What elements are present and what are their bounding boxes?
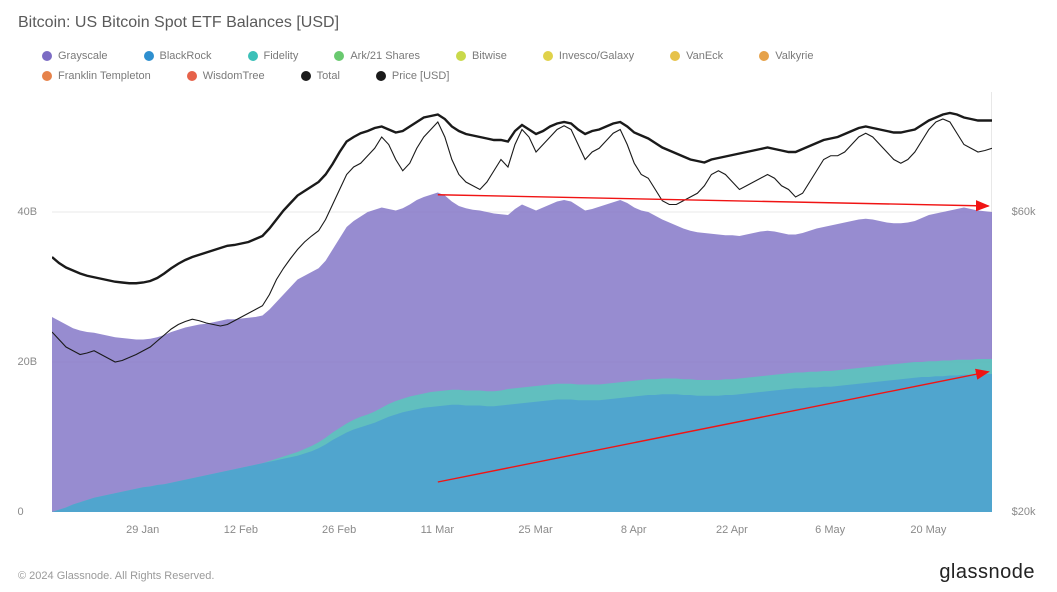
legend-label: Fidelity	[264, 46, 299, 66]
legend-item[interactable]: Fidelity	[248, 46, 299, 66]
legend-label: Invesco/Galaxy	[559, 46, 634, 66]
legend-label: Ark/21 Shares	[350, 46, 420, 66]
legend-swatch-icon	[334, 51, 344, 61]
legend-swatch-icon	[759, 51, 769, 61]
legend-label: Total	[317, 66, 340, 86]
y-left-tick: 40B	[18, 206, 38, 218]
legend-swatch-icon	[144, 51, 154, 61]
legend-label: VanEck	[686, 46, 723, 66]
y-left-tick: 0	[18, 506, 24, 518]
legend-swatch-icon	[670, 51, 680, 61]
legend-swatch-icon	[187, 71, 197, 81]
legend-label: Price [USD]	[392, 66, 449, 86]
x-tick: 8 Apr	[621, 524, 647, 536]
legend-item[interactable]: Total	[301, 66, 340, 86]
legend-label: Franklin Templeton	[58, 66, 151, 86]
x-tick: 6 May	[815, 524, 845, 536]
legend-label: Valkyrie	[775, 46, 813, 66]
legend-item[interactable]: WisdomTree	[187, 66, 265, 86]
x-tick: 11 Mar	[421, 524, 454, 536]
x-tick: 22 Apr	[716, 524, 748, 536]
legend-item[interactable]: Valkyrie	[759, 46, 813, 66]
x-tick: 12 Feb	[224, 524, 258, 536]
legend-item[interactable]: Price [USD]	[376, 66, 449, 86]
legend-label: Grayscale	[58, 46, 108, 66]
legend-label: Bitwise	[472, 46, 507, 66]
legend-item[interactable]: BlackRock	[144, 46, 212, 66]
chart-title: Bitcoin: US Bitcoin Spot ETF Balances [U…	[18, 14, 1039, 32]
legend-swatch-icon	[42, 71, 52, 81]
legend-item[interactable]: Bitwise	[456, 46, 507, 66]
chart-area: 020B40B$20k$60k29 Jan12 Feb26 Feb11 Mar2…	[24, 92, 1034, 532]
plot-svg	[52, 92, 992, 512]
legend-item[interactable]: Ark/21 Shares	[334, 46, 420, 66]
legend-item[interactable]: Franklin Templeton	[42, 66, 151, 86]
y-right-tick: $60k	[1012, 206, 1036, 218]
copyright: © 2024 Glassnode. All Rights Reserved.	[18, 570, 214, 582]
legend-item[interactable]: Invesco/Galaxy	[543, 46, 634, 66]
x-tick: 20 May	[910, 524, 946, 536]
y-left-tick: 20B	[18, 356, 38, 368]
legend-item[interactable]: VanEck	[670, 46, 723, 66]
y-right-tick: $20k	[1012, 506, 1036, 518]
legend-swatch-icon	[543, 51, 553, 61]
x-tick: 29 Jan	[126, 524, 159, 536]
x-tick: 26 Feb	[322, 524, 356, 536]
brand-logo: glassnode	[939, 561, 1035, 584]
legend-swatch-icon	[301, 71, 311, 81]
legend-swatch-icon	[248, 51, 258, 61]
legend-swatch-icon	[42, 51, 52, 61]
x-tick: 25 Mar	[518, 524, 552, 536]
legend-label: BlackRock	[160, 46, 212, 66]
legend-swatch-icon	[376, 71, 386, 81]
legend-item[interactable]: Grayscale	[42, 46, 108, 66]
legend-label: WisdomTree	[203, 66, 265, 86]
legend-swatch-icon	[456, 51, 466, 61]
legend: Grayscale BlackRock Fidelity Ark/21 Shares B…	[42, 46, 1039, 86]
